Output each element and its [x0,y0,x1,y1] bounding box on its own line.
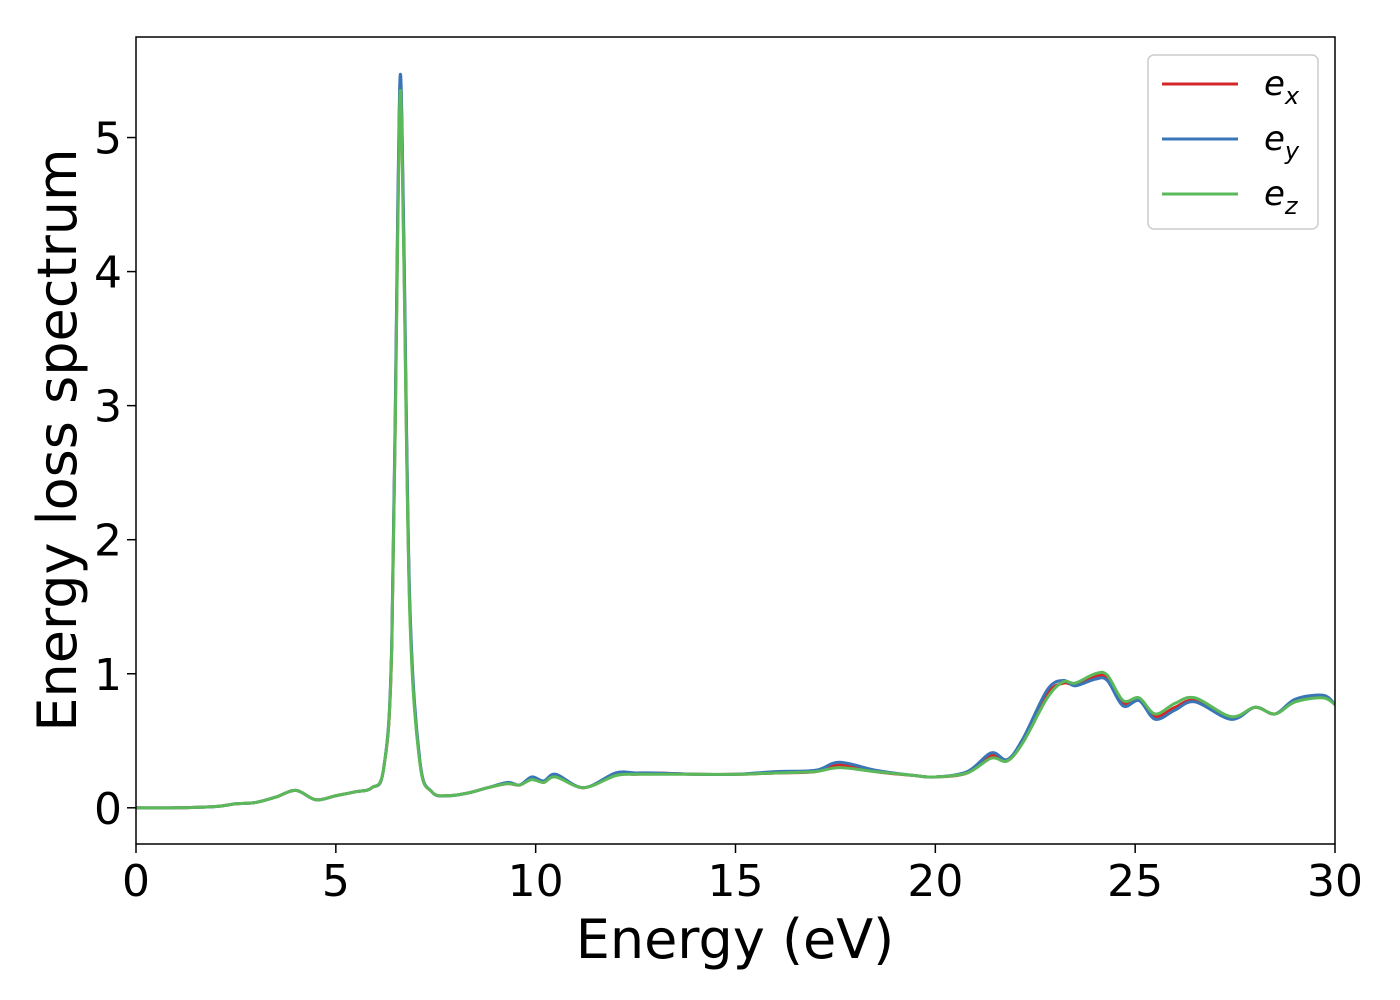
legend-label-x: ex [1264,64,1300,110]
plot-lines [136,72,1335,810]
y-tick-label: 4 [94,248,122,299]
x-tick-label: 30 [1307,856,1363,907]
y-tick-label: 1 [94,650,122,701]
legend-frame [1147,54,1319,230]
legend-items: ex ey ez [1162,64,1300,220]
y-tick-label: 0 [94,784,122,835]
y-tick-label: 2 [94,516,122,567]
x-axis-ticks: 0 5 10 15 20 25 30 [122,844,1363,907]
y-axis-title: Energy loss spectrum [26,148,89,731]
y-axis-ticks: 0 1 2 3 4 5 [94,114,136,835]
x-tick-label: 15 [708,856,764,907]
y-tick-label: 3 [94,382,122,433]
y-tick-label: 5 [94,114,122,165]
legend: ex ey ez [1147,54,1319,230]
series-line-z [136,89,1335,810]
legend-label-y: ey [1264,119,1300,165]
x-tick-label: 20 [907,856,963,907]
x-tick-label: 25 [1107,856,1163,907]
x-tick-label: 10 [508,856,564,907]
legend-label-z: ez [1264,174,1299,220]
x-tick-label: 5 [322,856,350,907]
x-tick-label: 0 [122,856,150,907]
x-axis-title: Energy (eV) [576,908,895,971]
